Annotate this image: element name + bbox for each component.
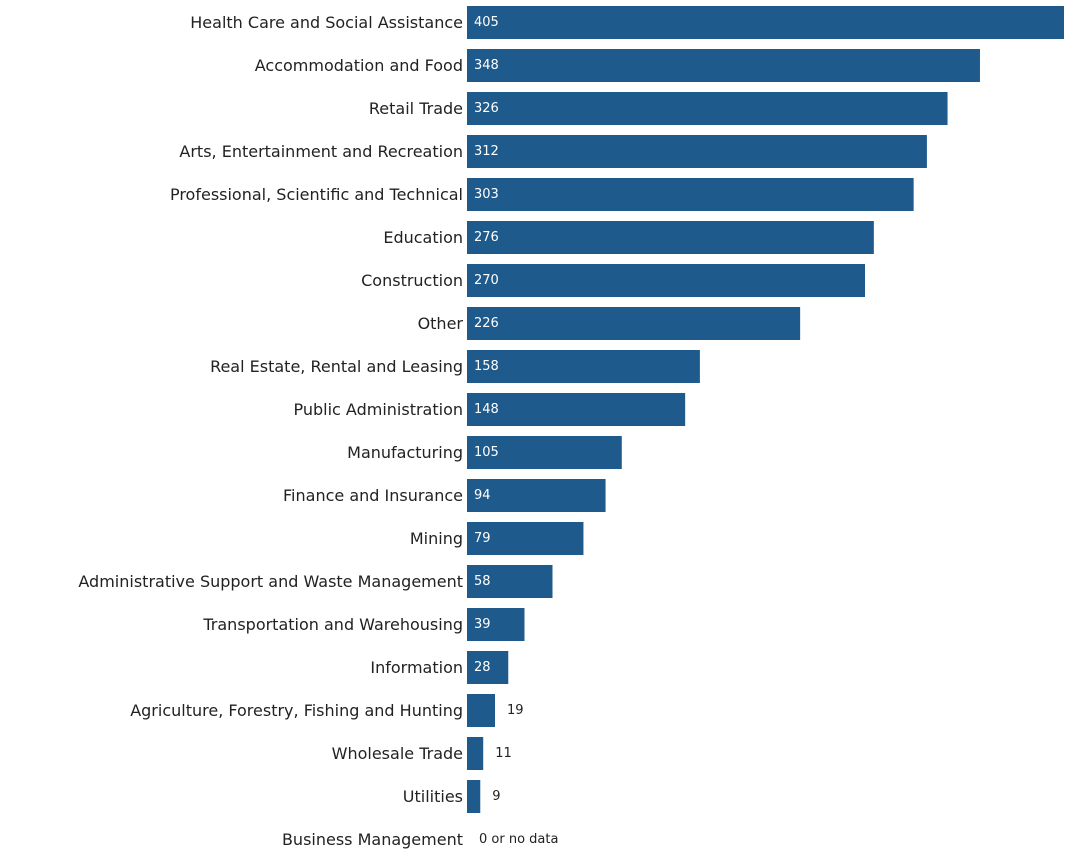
value-label: 226: [474, 316, 499, 331]
bar: [467, 780, 481, 813]
category-label: Transportation and Warehousing: [202, 615, 463, 634]
category-label: Information: [370, 658, 463, 677]
value-label: 148: [474, 402, 499, 417]
bar: [467, 737, 484, 770]
value-label: 312: [474, 144, 499, 159]
category-label: Wholesale Trade: [332, 744, 463, 763]
bar: [467, 264, 865, 297]
category-label: Education: [383, 228, 463, 247]
category-label: Accommodation and Food: [255, 56, 463, 75]
bar: [467, 694, 496, 727]
value-label: 276: [474, 230, 499, 245]
category-label: Real Estate, Rental and Leasing: [210, 357, 463, 376]
category-label: Finance and Insurance: [283, 486, 463, 505]
bar: [467, 522, 584, 555]
category-label: Retail Trade: [369, 99, 463, 118]
bar: [467, 135, 927, 168]
value-label: 303: [474, 187, 499, 202]
value-label: 94: [474, 488, 491, 503]
value-label: 11: [495, 746, 512, 761]
bar: [467, 6, 1064, 39]
category-label: Administrative Support and Waste Managem…: [78, 572, 463, 591]
value-label: 79: [474, 531, 491, 546]
value-label: 39: [474, 617, 491, 632]
value-label: 58: [474, 574, 491, 589]
bar: [467, 350, 700, 383]
bar: [467, 49, 980, 82]
bar: [467, 565, 553, 598]
category-label: Public Administration: [293, 400, 463, 419]
value-label: 348: [474, 58, 499, 73]
bar: [467, 436, 622, 469]
value-label: 9: [492, 789, 500, 804]
bar: [467, 393, 686, 426]
value-label: 326: [474, 101, 499, 116]
value-label: 405: [474, 15, 499, 30]
category-label: Manufacturing: [347, 443, 463, 462]
category-label: Business Management: [282, 830, 463, 849]
bar: [467, 92, 948, 125]
bar: [467, 651, 509, 684]
bar: [467, 479, 606, 512]
category-label: Professional, Scientific and Technical: [170, 185, 463, 204]
bar: [467, 307, 801, 340]
category-label: Mining: [410, 529, 463, 548]
category-label: Construction: [361, 271, 463, 290]
bar: [467, 608, 525, 641]
category-label: Arts, Entertainment and Recreation: [179, 142, 463, 161]
category-label: Health Care and Social Assistance: [190, 13, 463, 32]
category-label: Utilities: [403, 787, 463, 806]
value-label: 158: [474, 359, 499, 374]
category-label: Agriculture, Forestry, Fishing and Hunti…: [130, 701, 463, 720]
value-label: 19: [507, 703, 524, 718]
bar: [467, 221, 874, 254]
value-label: 28: [474, 660, 491, 675]
category-label: Other: [418, 314, 464, 333]
value-label: 0 or no data: [479, 832, 558, 847]
value-label: 270: [474, 273, 499, 288]
value-label: 105: [474, 445, 499, 460]
bar: [467, 178, 914, 211]
